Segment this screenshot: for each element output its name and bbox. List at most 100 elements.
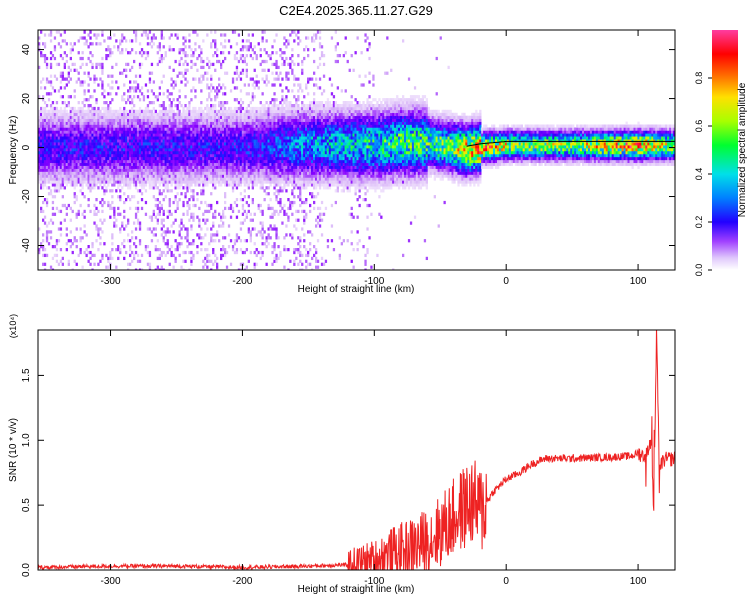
heatmap-cell <box>180 218 183 222</box>
heatmap-cell <box>38 42 41 46</box>
heatmap-cell <box>113 212 116 216</box>
heatmap-cell <box>59 118 63 122</box>
heatmap-cell <box>156 256 159 261</box>
heatmap-cell <box>277 200 280 205</box>
heatmap-cell <box>279 168 282 172</box>
heatmap-cell <box>127 51 130 55</box>
heatmap-cell <box>178 245 181 249</box>
heatmap-cell <box>180 136 183 140</box>
heatmap-cell <box>43 221 47 225</box>
heatmap-cell <box>71 156 74 161</box>
heatmap-cell <box>267 145 270 149</box>
heatmap-cell <box>231 159 235 164</box>
heatmap-cell <box>283 265 286 269</box>
heatmap-cell <box>121 112 124 117</box>
heatmap-cell <box>277 124 280 128</box>
heatmap-cell <box>131 156 134 161</box>
heatmap-cell <box>204 139 207 143</box>
heatmap-cell <box>214 127 217 131</box>
heatmap-cell <box>261 212 264 216</box>
heatmap-cell <box>273 174 276 178</box>
heatmap-cell <box>156 151 159 155</box>
heatmap-cell <box>247 162 250 166</box>
heatmap-cell <box>190 259 193 263</box>
heatmap-cell <box>67 130 70 134</box>
heatmap-cell <box>53 106 57 111</box>
heatmap-cell <box>49 30 53 34</box>
heatmap-cell <box>101 71 104 75</box>
heatmap-cell <box>225 145 229 149</box>
heatmap-cell <box>105 133 108 137</box>
heatmap-cell <box>109 127 112 131</box>
heatmap-cell <box>192 133 195 137</box>
heatmap-cell <box>231 174 235 178</box>
heatmap-cell <box>178 115 181 119</box>
heatmap-cell <box>154 156 157 161</box>
heatmap-cell <box>255 139 258 143</box>
heatmap-cell <box>140 168 144 172</box>
heatmap-cell <box>196 118 199 122</box>
heatmap-cell <box>257 148 260 152</box>
heatmap-cell <box>65 127 68 131</box>
heatmap-cell <box>208 136 211 140</box>
heatmap-cell <box>43 33 47 37</box>
heatmap-cell <box>47 142 51 146</box>
heatmap-cell <box>289 168 292 172</box>
heatmap-cell <box>241 212 245 216</box>
heatmap-cell <box>178 89 181 93</box>
heatmap-cell <box>85 133 88 137</box>
heatmap-cell <box>261 36 264 40</box>
heatmap-cell <box>245 118 248 122</box>
heatmap-cell <box>188 133 191 137</box>
heatmap-cell <box>271 177 274 181</box>
heatmap-cell <box>158 177 161 181</box>
heatmap-cell <box>63 136 66 140</box>
heatmap-cell <box>83 89 86 93</box>
heatmap-cell <box>188 206 191 211</box>
heatmap-cell <box>166 186 169 190</box>
heatmap-cell <box>174 198 177 202</box>
heatmap-cell <box>38 133 41 137</box>
heatmap-cell <box>53 183 57 187</box>
heatmap-cell <box>99 77 102 81</box>
heatmap-cell <box>136 133 140 137</box>
heatmap-cell <box>287 153 290 158</box>
heatmap-cell <box>202 59 205 64</box>
heatmap-cell <box>131 145 134 149</box>
heatmap-cell <box>206 104 209 108</box>
heatmap-cell <box>127 156 130 161</box>
heatmap-cell <box>69 112 72 117</box>
heatmap-cell <box>257 133 260 137</box>
heatmap-cell <box>97 121 100 125</box>
heatmap-cell <box>168 36 171 40</box>
heatmap-cell <box>289 142 292 146</box>
heatmap-cell <box>245 153 248 158</box>
heatmap-cell <box>95 180 98 184</box>
heatmap-cell <box>53 133 57 137</box>
heatmap-cell <box>174 130 177 134</box>
heatmap-cell <box>285 104 288 108</box>
heatmap-cell <box>277 142 280 146</box>
heatmap-cell <box>261 130 264 134</box>
heatmap-cell <box>222 51 225 55</box>
heatmap-cell <box>154 121 157 125</box>
heatmap-cell <box>220 177 223 181</box>
heatmap-cell <box>59 259 63 263</box>
heatmap-cell <box>239 262 243 266</box>
heatmap-cell <box>190 65 193 70</box>
heatmap-cell <box>127 177 130 181</box>
heatmap-cell <box>289 206 292 211</box>
heatmap-cell <box>109 54 112 58</box>
heatmap-cell <box>162 133 165 137</box>
heatmap-cell <box>204 183 207 187</box>
heatmap-cell <box>134 177 138 181</box>
heatmap-cell <box>65 124 68 128</box>
heatmap-cell <box>263 109 266 114</box>
heatmap-cell <box>150 142 154 146</box>
heatmap-cell <box>67 159 70 164</box>
heatmap-cell <box>172 98 175 102</box>
heatmap-cell <box>73 180 76 184</box>
heatmap-cell <box>142 136 146 140</box>
heatmap-cell <box>224 39 227 43</box>
heatmap-cell <box>99 236 102 240</box>
